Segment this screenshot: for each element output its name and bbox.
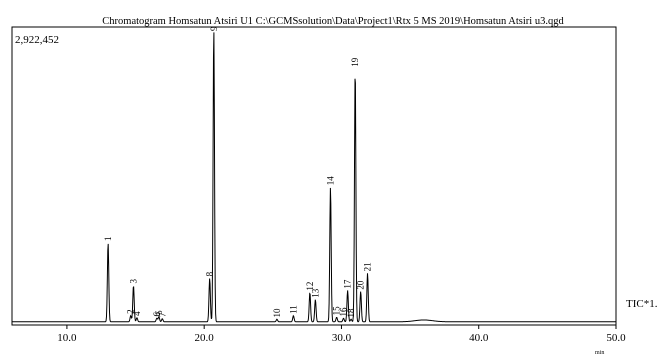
peak-label: 3: [129, 279, 139, 284]
x-tick-label: 20.0: [195, 332, 215, 344]
peak-label: 5: [154, 310, 164, 315]
plot-frame: [11, 26, 617, 326]
peak-label: 21: [363, 262, 373, 271]
peak-label: 1: [103, 237, 113, 242]
peak-label: 19: [350, 57, 360, 67]
peak-label: 4: [132, 311, 142, 316]
peak-label: 2: [126, 309, 136, 314]
x-axis: 10.0 20.0 30.0 40.0 50.0: [57, 325, 626, 344]
x-tick-label: 30.0: [332, 332, 352, 344]
peak-label: 9: [209, 26, 219, 31]
peak-label: 18: [346, 308, 356, 318]
peak-label: 7: [157, 312, 167, 317]
peak-label: 10: [272, 308, 282, 318]
peak-label: 13: [310, 288, 320, 298]
peak-label: 17: [343, 279, 353, 289]
y-max-label: 2,922,452: [15, 34, 59, 46]
series-label: TIC*1.00: [626, 298, 657, 310]
peak-label: 6: [152, 312, 162, 317]
x-tick-label: 40.0: [469, 332, 489, 344]
peak-label: 20: [356, 280, 366, 290]
tic-trace: [12, 32, 616, 323]
peak-label: 8: [205, 271, 215, 276]
peak-label: 14: [326, 176, 336, 186]
chart-title: Chromatogram Homsatun Atsiri U1 C:\GCMSs…: [102, 16, 564, 27]
peak-label: 12: [305, 282, 315, 291]
x-tick-label: 50.0: [606, 332, 626, 344]
peak-label: 11: [288, 305, 298, 314]
x-unit-label: min: [595, 350, 604, 356]
peak-label: 15: [332, 306, 342, 316]
peak-label: 16: [339, 307, 349, 317]
x-tick-label: 10.0: [57, 332, 77, 344]
